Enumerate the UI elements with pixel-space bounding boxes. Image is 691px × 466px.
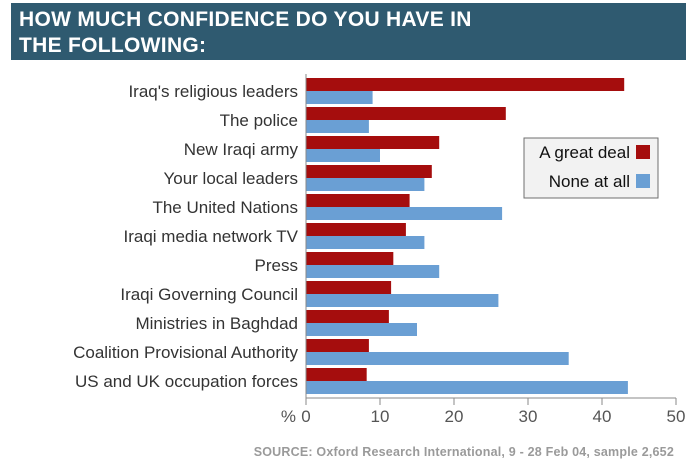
bar-none-at-all	[306, 265, 440, 278]
legend-swatch-none-at-all	[636, 174, 650, 188]
x-tick-label: 40	[593, 407, 612, 426]
legend-label-great-deal: A great deal	[539, 143, 630, 162]
x-tick-label: 20	[445, 407, 464, 426]
legend-label-none-at-all: None at all	[549, 172, 630, 191]
category-label: Coalition Provisional Authority	[73, 343, 298, 362]
category-label: Iraqi media network TV	[124, 227, 299, 246]
bar-none-at-all	[306, 207, 503, 220]
bar-great-deal	[306, 223, 406, 236]
bar-none-at-all	[306, 178, 425, 191]
x-axis-unit-label: %	[281, 407, 296, 426]
bar-none-at-all	[306, 91, 373, 104]
bar-great-deal	[306, 136, 440, 149]
bar-great-deal	[306, 107, 506, 120]
bar-none-at-all	[306, 323, 417, 336]
legend-box	[523, 137, 659, 199]
bar-great-deal	[306, 165, 432, 178]
bar-great-deal	[306, 78, 625, 91]
bar-none-at-all	[306, 294, 499, 307]
bar-none-at-all	[306, 381, 628, 394]
x-tick-label: 50	[667, 407, 686, 426]
category-label: Iraq's religious leaders	[128, 82, 298, 101]
x-tick-label: 10	[371, 407, 390, 426]
chart-title: HOW MUCH CONFIDENCE DO YOU HAVE IN THE F…	[11, 3, 686, 60]
chart-area: Iraq's religious leaders The police New Ir…	[11, 60, 686, 434]
category-label: New Iraqi army	[184, 140, 299, 159]
category-label: US and UK occupation forces	[75, 372, 298, 391]
source-note: SOURCE: Oxford Research International, 9…	[253, 445, 674, 459]
x-tick-label: 0	[301, 407, 310, 426]
bar-great-deal	[306, 281, 392, 294]
bar-none-at-all	[306, 149, 380, 162]
bar-none-at-all	[306, 120, 369, 133]
bar-great-deal	[306, 368, 367, 381]
category-label: Your local leaders	[163, 169, 298, 188]
bar-none-at-all	[306, 352, 569, 365]
category-label: Iraqi Governing Council	[120, 285, 298, 304]
bar-none-at-all	[306, 236, 425, 249]
bar-great-deal	[306, 310, 389, 323]
category-label: The United Nations	[152, 198, 298, 217]
category-label: Ministries in Baghdad	[135, 314, 298, 333]
bar-chart: Iraq's religious leaders The police New Ir…	[73, 74, 686, 426]
category-label: The police	[220, 111, 298, 130]
legend-swatch-great-deal	[636, 145, 650, 159]
x-tick-label: 30	[519, 407, 538, 426]
bar-great-deal	[306, 339, 369, 352]
category-label: Press	[255, 256, 298, 275]
bar-great-deal	[306, 252, 394, 265]
bar-great-deal	[306, 194, 410, 207]
